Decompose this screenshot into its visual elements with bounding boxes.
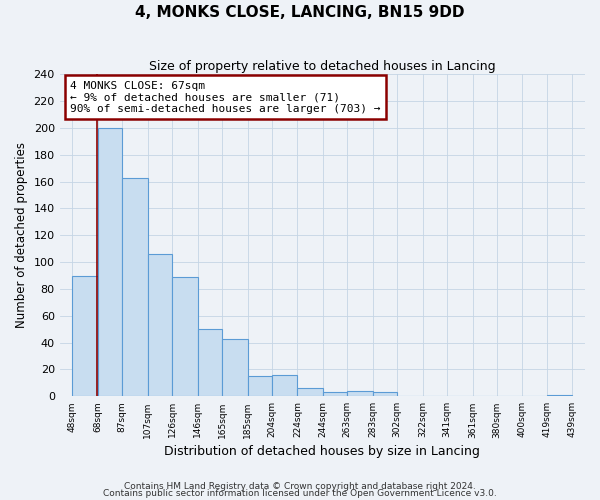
Bar	[122, 178, 148, 396]
X-axis label: Distribution of detached houses by size in Lancing: Distribution of detached houses by size …	[164, 444, 480, 458]
Bar	[172, 277, 198, 396]
Bar	[323, 392, 347, 396]
Bar	[248, 376, 272, 396]
Bar	[347, 391, 373, 396]
Text: 4, MONKS CLOSE, LANCING, BN15 9DD: 4, MONKS CLOSE, LANCING, BN15 9DD	[135, 5, 465, 20]
Text: Contains public sector information licensed under the Open Government Licence v3: Contains public sector information licen…	[103, 489, 497, 498]
Bar	[148, 254, 172, 396]
Title: Size of property relative to detached houses in Lancing: Size of property relative to detached ho…	[149, 60, 496, 73]
Text: Contains HM Land Registry data © Crown copyright and database right 2024.: Contains HM Land Registry data © Crown c…	[124, 482, 476, 491]
Bar	[73, 276, 98, 396]
Bar	[98, 128, 122, 396]
Y-axis label: Number of detached properties: Number of detached properties	[15, 142, 28, 328]
Bar	[198, 329, 222, 396]
Bar	[373, 392, 397, 396]
Bar	[272, 375, 298, 396]
Text: 4 MONKS CLOSE: 67sqm
← 9% of detached houses are smaller (71)
90% of semi-detach: 4 MONKS CLOSE: 67sqm ← 9% of detached ho…	[70, 80, 380, 114]
Bar	[298, 388, 323, 396]
Bar	[547, 395, 572, 396]
Bar	[222, 338, 248, 396]
